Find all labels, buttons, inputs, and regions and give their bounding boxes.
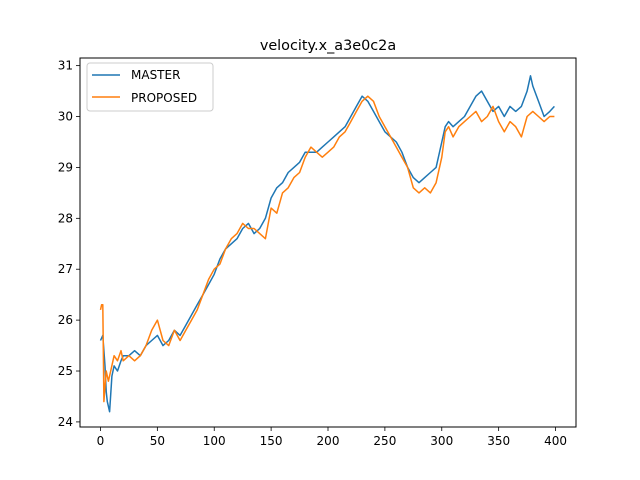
- y-axis: 24 25 26 27 28 29 30 31: [58, 59, 80, 429]
- x-tick-label: 250: [373, 434, 396, 448]
- legend: MASTER PROPOSED: [86, 62, 214, 112]
- y-tick-label: 24: [58, 415, 73, 429]
- series-layer: [99, 75, 555, 413]
- x-tick-label: 50: [150, 434, 165, 448]
- x-tick-label: 0: [97, 434, 105, 448]
- x-tick-label: 300: [430, 434, 453, 448]
- x-tick-label: 200: [317, 434, 340, 448]
- chart-title: velocity.x_a3e0c2a: [260, 38, 396, 54]
- x-tick-label: 150: [260, 434, 283, 448]
- x-tick-label: 100: [203, 434, 226, 448]
- y-tick-label: 27: [58, 262, 73, 276]
- y-tick-label: 28: [58, 211, 73, 225]
- x-axis: 0 50 100 150 200 250 300 350 400: [97, 427, 567, 448]
- legend-label-proposed: PROPOSED: [131, 91, 197, 105]
- legend-label-master: MASTER: [131, 68, 180, 82]
- y-tick-label: 25: [58, 364, 73, 378]
- series-line-proposed: [99, 95, 555, 403]
- x-tick-label: 350: [487, 434, 510, 448]
- y-tick-label: 26: [58, 313, 73, 327]
- y-tick-label: 29: [58, 160, 73, 174]
- y-tick-label: 31: [58, 59, 73, 73]
- x-tick-label: 400: [544, 434, 567, 448]
- y-tick-label: 30: [58, 110, 73, 124]
